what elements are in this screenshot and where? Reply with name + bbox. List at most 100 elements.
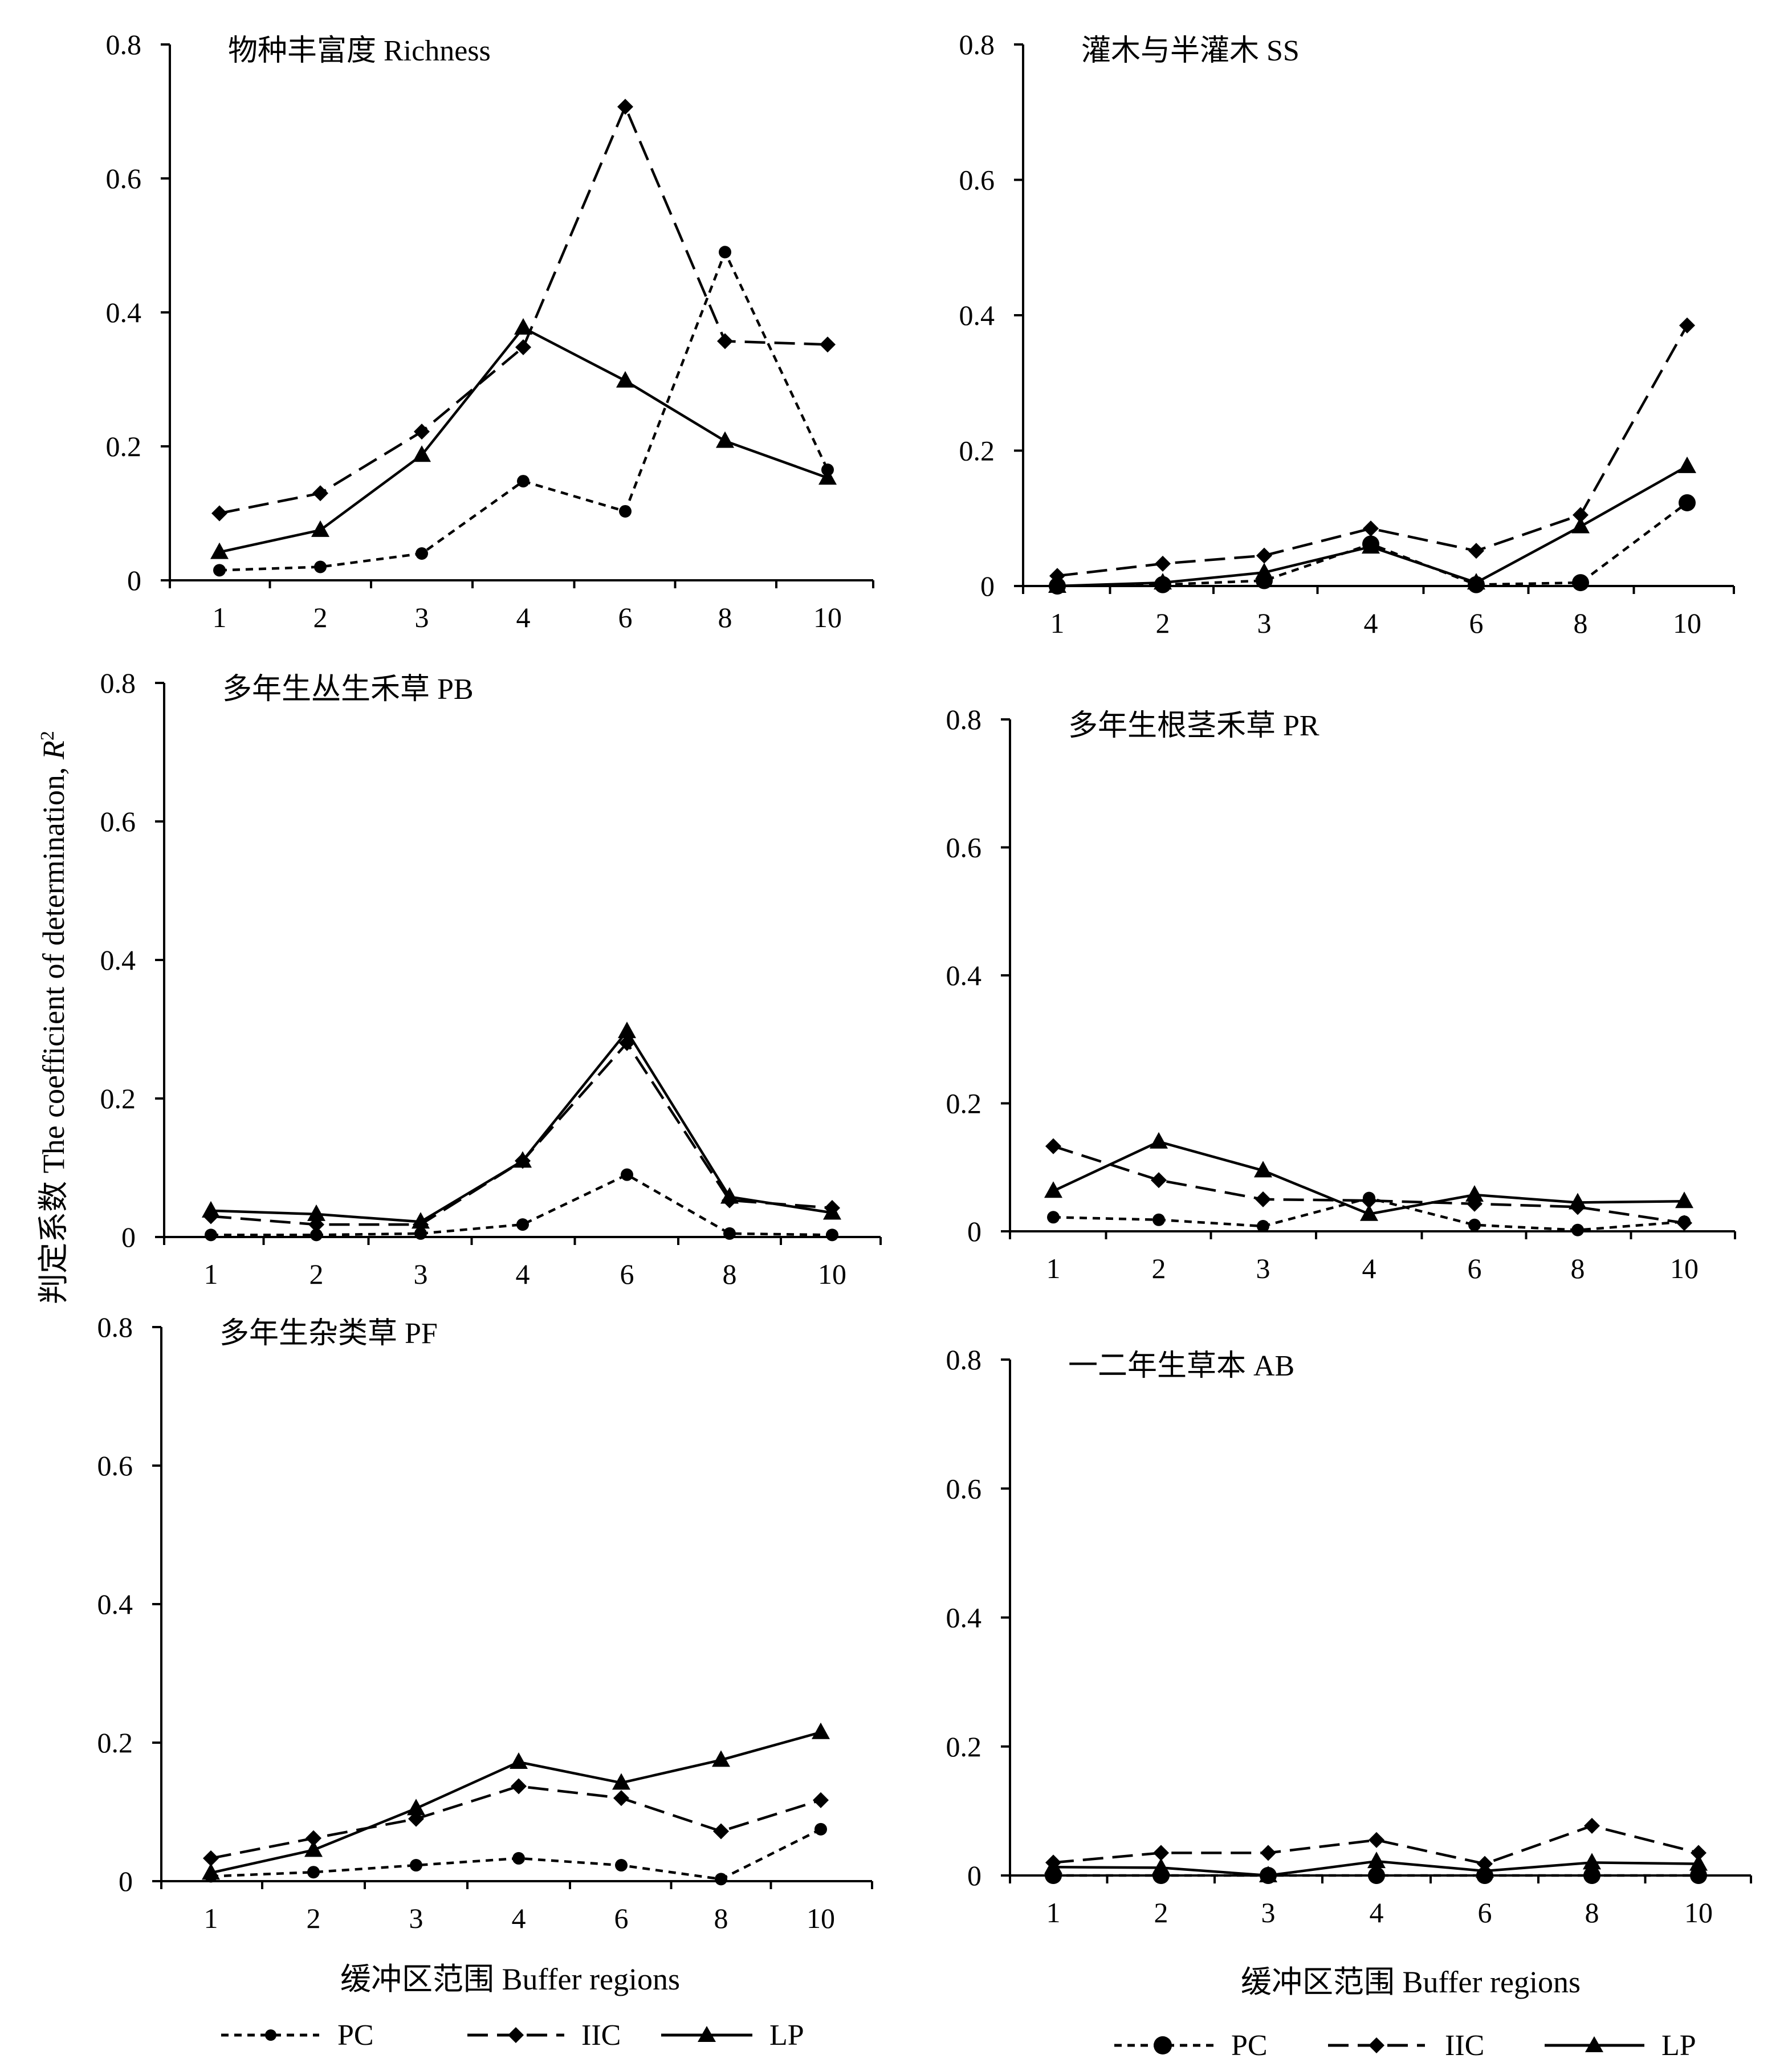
- x-tick-label: 6: [1469, 607, 1484, 639]
- data-point-lp: [1367, 1852, 1386, 1869]
- data-point-pc: [1468, 1218, 1481, 1231]
- data-point-lp: [1154, 573, 1172, 590]
- data-point-lp: [1569, 1193, 1587, 1210]
- data-point-pc: [1152, 1213, 1165, 1226]
- chart-panel-1: 0 0.2 0.4 0.6 0.8 1 2 3 4 6 8 10 物种丰富度 Richness: [106, 29, 874, 633]
- legend-right-pc-label: PC: [1231, 2029, 1268, 2062]
- data-point-iic: [306, 1830, 321, 1846]
- data-point-lp: [311, 520, 329, 537]
- legend-left-pc-label: PC: [337, 2019, 374, 2052]
- legend-right: PC IIC LP: [1114, 2029, 1696, 2062]
- data-point-pc: [1047, 1211, 1060, 1224]
- data-point-iic: [1255, 1191, 1271, 1207]
- data-point-pc: [314, 560, 327, 573]
- x-tick-label: 4: [1370, 1897, 1384, 1928]
- x-tick-label: 4: [1364, 607, 1378, 639]
- data-point-lp: [712, 1750, 730, 1767]
- y-tick-label: 0.8: [946, 703, 982, 735]
- y-tick-label: 0.8: [946, 1344, 982, 1376]
- data-point-lp: [1362, 537, 1380, 554]
- data-point-pc: [1571, 1223, 1584, 1236]
- x-tick-label: 8: [714, 1902, 728, 1934]
- x-tick-label: 2: [307, 1902, 321, 1934]
- chart-panel-4: 0 0.2 0.4 0.6 0.8 1 2 3 4 6 8 10 多年生根茎禾草 PR: [946, 703, 1736, 1284]
- legend-right-lp-marker: [1585, 2036, 1603, 2052]
- data-point-iic: [1045, 1138, 1061, 1154]
- data-point-lp: [202, 1201, 220, 1218]
- y-tick-label: 0.2: [959, 435, 995, 467]
- x-tick-label: 6: [620, 1258, 634, 1290]
- data-point-iic: [1363, 520, 1379, 537]
- data-point-iic: [613, 1790, 629, 1806]
- series-line-lp: [210, 1029, 833, 1223]
- y-tick-label: 0.6: [106, 162, 142, 194]
- x-tick-label: 2: [1154, 1897, 1168, 1928]
- x-tick-label: 8: [1571, 1252, 1585, 1284]
- data-point-lp: [1254, 1161, 1272, 1178]
- data-point-pc: [723, 1227, 736, 1240]
- y-tick-label: 0.8: [97, 1311, 133, 1343]
- data-point-iic: [1679, 317, 1695, 333]
- data-point-lp: [1689, 1854, 1708, 1871]
- data-point-pc: [719, 246, 731, 259]
- y-axis-label-superscript: 2: [37, 731, 58, 740]
- x-tick-label: 2: [1156, 607, 1170, 639]
- x-tick-label: 8: [718, 601, 732, 633]
- x-tick-label: 8: [1574, 607, 1588, 639]
- data-point-pc: [517, 475, 530, 488]
- data-point-iic: [312, 485, 328, 502]
- y-tick-label: 0.6: [946, 1472, 982, 1504]
- data-point-iic: [1676, 1215, 1692, 1231]
- data-point-lp: [210, 542, 229, 559]
- chart-panel-2: 0 0.2 0.4 0.6 0.8 1 2 3 4 6 8 10 灌木与半灌木 SS: [959, 29, 1735, 639]
- panel-title: 物种丰富度 Richness: [228, 35, 491, 67]
- data-point-lp: [823, 1203, 841, 1220]
- data-point-lp: [1044, 1181, 1062, 1198]
- data-point-pc: [1257, 1220, 1269, 1233]
- data-point-lp: [720, 1187, 739, 1204]
- x-tick-label: 4: [516, 1258, 530, 1290]
- legend-right-iic-label: IIC: [1445, 2029, 1484, 2062]
- y-tick-label: 0.2: [106, 430, 142, 462]
- x-tick-label: 3: [415, 601, 429, 633]
- data-point-iic: [1151, 1172, 1167, 1189]
- y-tick-label: 0: [121, 1221, 136, 1253]
- data-point-lp: [1476, 1861, 1494, 1878]
- legend-right-iic-marker: [1369, 2037, 1384, 2053]
- series-line-iic: [219, 103, 828, 515]
- data-point-pc: [205, 1228, 217, 1242]
- data-point-pc: [826, 1228, 838, 1242]
- data-point-lp: [1048, 576, 1066, 593]
- x-tick-label: 3: [1257, 607, 1272, 639]
- data-point-iic: [820, 336, 836, 353]
- x-tick-label: 1: [204, 1258, 218, 1290]
- x-tick-label: 3: [1256, 1252, 1270, 1284]
- series-line-lp: [210, 1731, 821, 1874]
- data-point-lp: [304, 1840, 323, 1857]
- y-tick-label: 0.2: [100, 1083, 136, 1114]
- data-point-pc: [814, 1822, 827, 1836]
- data-point-pc: [310, 1228, 323, 1242]
- series-line-pc: [219, 249, 829, 572]
- x-tick-label: 3: [409, 1902, 423, 1934]
- x-tick-label: 6: [1468, 1252, 1482, 1284]
- x-tick-label: 10: [1684, 1897, 1713, 1928]
- chart-panel-3: 0 0.2 0.4 0.6 0.8 1 2 3 4 6 8 10 多年生丛生禾草 PB: [100, 667, 882, 1290]
- y-tick-label: 0: [967, 1860, 981, 1891]
- data-point-iic: [713, 1823, 729, 1840]
- data-point-pc: [621, 1168, 633, 1181]
- data-point-lp: [1044, 1857, 1062, 1874]
- data-point-lp: [412, 1212, 430, 1229]
- data-point-pc: [715, 1873, 727, 1886]
- y-tick-label: 0.6: [946, 832, 982, 864]
- y-tick-label: 0.4: [946, 959, 982, 991]
- shared-y-axis-label: 判定系数 The coefficient of determination, R…: [36, 731, 71, 1304]
- x-tick-label: 2: [309, 1258, 324, 1290]
- data-point-pc: [1679, 494, 1696, 511]
- data-point-lp: [1467, 573, 1485, 590]
- y-axis-label-text: 判定系数 The coefficient of determination,: [36, 759, 71, 1304]
- data-point-lp: [1152, 1858, 1170, 1875]
- data-point-pc: [416, 547, 428, 560]
- legend-right-pc-marker: [1154, 2036, 1172, 2054]
- legend-left-iic-marker: [508, 2027, 524, 2043]
